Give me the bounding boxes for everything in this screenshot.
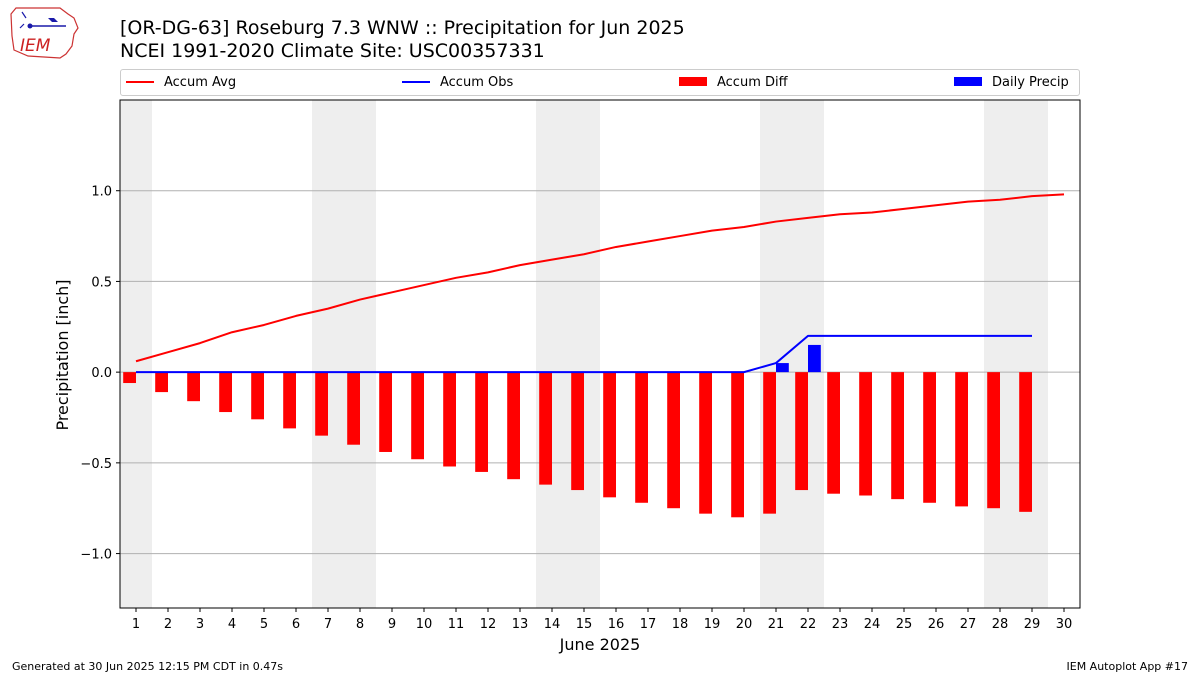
accum-diff-bar bbox=[891, 372, 904, 500]
x-tick-label: 26 bbox=[928, 617, 945, 632]
x-tick-label: 11 bbox=[448, 617, 465, 632]
accum-diff-bar bbox=[507, 372, 520, 480]
legend: Accum Avg Accum Obs Accum Diff Daily Pre… bbox=[120, 69, 1080, 96]
x-tick-label: 21 bbox=[768, 617, 785, 632]
legend-item-accum-obs: Accum Obs bbox=[402, 74, 513, 91]
x-tick-label: 19 bbox=[704, 617, 721, 632]
x-tick-label: 3 bbox=[196, 617, 204, 632]
y-axis-label: Precipitation [inch] bbox=[53, 279, 72, 430]
accum-diff-bar bbox=[571, 372, 584, 491]
accum-diff-bar bbox=[763, 372, 776, 514]
accum-diff-bar bbox=[155, 372, 168, 393]
legend-item-accum-avg: Accum Avg bbox=[126, 74, 236, 91]
x-tick-label: 12 bbox=[480, 617, 497, 632]
x-tick-label: 7 bbox=[324, 617, 332, 632]
accum-diff-bar bbox=[123, 372, 136, 384]
x-tick-label: 22 bbox=[800, 617, 817, 632]
x-tick-label: 6 bbox=[292, 617, 300, 632]
legend-label: Daily Precip bbox=[992, 75, 1069, 90]
y-tick-label: 0.5 bbox=[91, 275, 112, 290]
accum-diff-bar bbox=[827, 372, 840, 494]
accum-diff-bar bbox=[987, 372, 1000, 509]
legend-item-accum-diff: Accum Diff bbox=[679, 74, 788, 91]
logo-text: IEM bbox=[20, 36, 51, 56]
legend-label: Accum Obs bbox=[440, 75, 514, 90]
accum-avg-line bbox=[135, 193, 1065, 363]
legend-label: Accum Diff bbox=[717, 75, 788, 90]
x-tick-label: 18 bbox=[672, 617, 689, 632]
accum-diff-bar bbox=[411, 372, 424, 460]
accum-diff-bar bbox=[347, 372, 360, 445]
accum-diff-bar bbox=[635, 372, 648, 503]
daily-precip-bar bbox=[808, 344, 821, 373]
x-tick-label: 17 bbox=[640, 617, 657, 632]
accum-diff-bar bbox=[699, 372, 712, 514]
x-tick-label: 16 bbox=[608, 617, 625, 632]
x-tick-label: 15 bbox=[576, 617, 593, 632]
legend-swatch bbox=[679, 77, 707, 86]
chart-subtitle: NCEI 1991-2020 Climate Site: USC00357331 bbox=[120, 40, 545, 62]
x-tick-label: 13 bbox=[512, 617, 529, 632]
x-tick-label: 25 bbox=[896, 617, 913, 632]
daily-precip-bar bbox=[776, 363, 789, 373]
x-tick-label: 9 bbox=[388, 617, 396, 632]
x-tick-label: 30 bbox=[1056, 617, 1073, 632]
x-tick-label: 28 bbox=[992, 617, 1009, 632]
accum-diff-bar bbox=[603, 372, 616, 498]
accum-obs-line bbox=[136, 334, 1032, 374]
accum-diff-bar bbox=[731, 372, 744, 518]
x-tick-label: 20 bbox=[736, 617, 753, 632]
accum-diff-bar bbox=[667, 372, 680, 509]
x-tick-label: 24 bbox=[864, 617, 881, 632]
legend-label: Accum Avg bbox=[164, 75, 237, 90]
footer-app-text: IEM Autoplot App #17 bbox=[1066, 660, 1189, 673]
accum-diff-bar bbox=[379, 372, 392, 452]
chart-title: [OR-DG-63] Roseburg 7.3 WNW :: Precipita… bbox=[120, 17, 685, 39]
x-tick-label: 4 bbox=[228, 617, 236, 632]
accum-diff-bar bbox=[539, 372, 552, 485]
x-tick-label: 5 bbox=[260, 617, 268, 632]
accum-diff-bar bbox=[219, 372, 232, 413]
y-tick-label: −1.0 bbox=[80, 548, 112, 563]
x-tick-label: 8 bbox=[356, 617, 364, 632]
legend-swatch bbox=[402, 80, 430, 83]
accum-diff-bar bbox=[955, 372, 968, 507]
x-tick-label: 2 bbox=[164, 617, 172, 632]
accum-diff-bar bbox=[923, 372, 936, 503]
x-tick-label: 29 bbox=[1024, 617, 1041, 632]
accum-diff-bar bbox=[1019, 372, 1032, 512]
weekend-band bbox=[312, 100, 376, 608]
accum-diff-bar bbox=[283, 372, 296, 429]
weekend-band bbox=[984, 100, 1048, 608]
iem-logo: IEM bbox=[8, 6, 80, 60]
accum-diff-bar bbox=[251, 372, 264, 420]
weekend-band bbox=[536, 100, 600, 608]
y-tick-label: 1.0 bbox=[91, 185, 112, 200]
accum-diff-bar bbox=[443, 372, 456, 467]
x-tick-label: 10 bbox=[416, 617, 433, 632]
x-axis-label: June 2025 bbox=[559, 635, 641, 654]
x-tick-label: 14 bbox=[544, 617, 561, 632]
x-tick-label: 1 bbox=[132, 617, 140, 632]
x-tick-label: 27 bbox=[960, 617, 977, 632]
accum-diff-bar bbox=[187, 372, 200, 402]
accum-diff-bar bbox=[315, 372, 328, 436]
accum-diff-bar bbox=[795, 372, 808, 491]
legend-swatch bbox=[954, 77, 982, 86]
footer-generated-text: Generated at 30 Jun 2025 12:15 PM CDT in… bbox=[12, 660, 284, 673]
y-tick-label: −0.5 bbox=[80, 457, 112, 472]
weekend-band bbox=[120, 100, 152, 608]
legend-swatch bbox=[126, 80, 154, 83]
accum-diff-bar bbox=[859, 372, 872, 496]
legend-item-daily-precip: Daily Precip bbox=[954, 74, 1069, 91]
accum-diff-bar bbox=[475, 372, 488, 472]
x-tick-label: 23 bbox=[832, 617, 849, 632]
plot-frame bbox=[119, 99, 1081, 609]
y-tick-label: 0.0 bbox=[91, 366, 112, 381]
